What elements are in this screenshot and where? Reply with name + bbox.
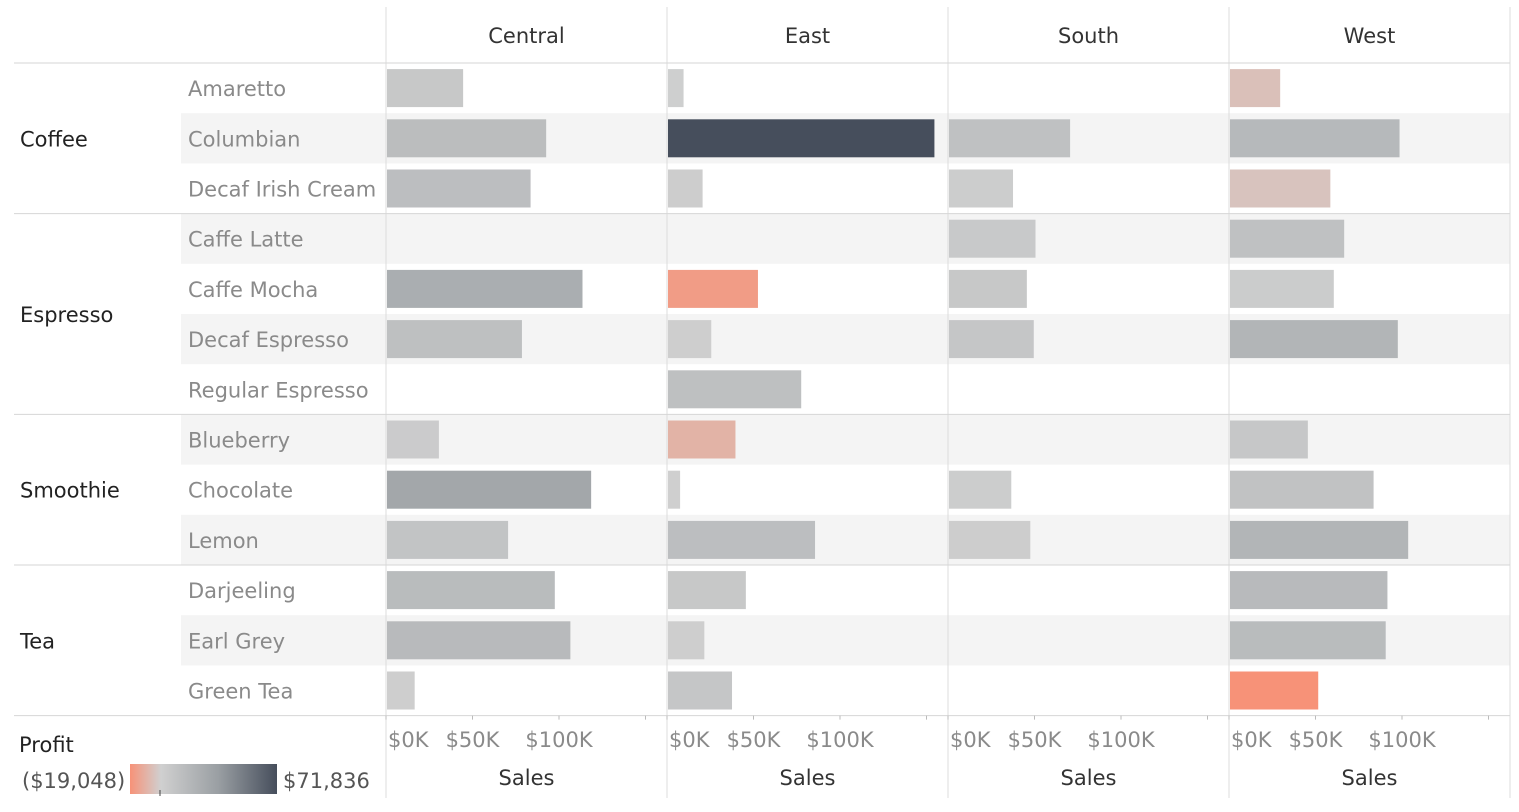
legend-color-ramp (130, 764, 277, 794)
axis-title-east: Sales (780, 766, 836, 790)
bar-east-decaf-espresso (668, 320, 712, 359)
product-label-caffe-mocha: Caffe Mocha (188, 278, 318, 302)
tick-label-central-0k: $0K (388, 728, 430, 752)
bar-south-caffe-mocha (949, 269, 1027, 308)
tick-label-west-0k: $0K (1231, 728, 1273, 752)
category-label-tea: Tea (19, 629, 55, 653)
bar-central-lemon (387, 520, 509, 559)
bar-west-amaretto (1230, 69, 1281, 108)
product-label-earl-grey: Earl Grey (188, 629, 285, 653)
bar-east-blueberry (668, 420, 736, 459)
bar-east-regular-espresso (668, 370, 802, 409)
product-label-green-tea: Green Tea (188, 680, 293, 704)
bar-east-chocolate (668, 470, 681, 509)
product-label-darjeeling: Darjeeling (188, 579, 296, 603)
bar-south-decaf-espresso (949, 320, 1034, 359)
bar-west-caffe-latte (1230, 219, 1345, 258)
product-label-lemon: Lemon (188, 529, 259, 553)
bar-central-decaf-irish-cream (387, 169, 531, 208)
tick-label-south-0k: $0K (950, 728, 992, 752)
product-label-caffe-latte: Caffe Latte (188, 228, 304, 252)
bar-west-darjeeling (1230, 571, 1388, 610)
bar-west-blueberry (1230, 420, 1308, 459)
tick-label-central-50k: $50K (446, 728, 501, 752)
product-label-chocolate: Chocolate (188, 479, 293, 503)
product-label-amaretto: Amaretto (188, 77, 286, 101)
bar-south-chocolate (949, 470, 1012, 509)
bar-east-lemon (668, 520, 816, 559)
tick-label-south-50k: $50K (1008, 728, 1063, 752)
tick-label-south-100k: $100K (1087, 728, 1155, 752)
tick-label-central-100k: $100K (525, 728, 593, 752)
axis-title-central: Sales (499, 766, 555, 790)
bar-south-columbian (949, 119, 1071, 158)
column-header-west: West (1344, 24, 1396, 48)
category-label-coffee: Coffee (20, 127, 88, 151)
category-label-espresso: Espresso (20, 303, 113, 327)
bar-central-blueberry (387, 420, 439, 459)
axis-title-west: Sales (1342, 766, 1398, 790)
axis-title-south: Sales (1061, 766, 1117, 790)
bar-south-decaf-irish-cream (949, 169, 1014, 208)
bar-central-amaretto (387, 69, 464, 108)
bar-central-columbian (387, 119, 547, 158)
category-label-smoothie: Smoothie (20, 479, 120, 503)
bar-west-green-tea (1230, 671, 1319, 710)
column-header-south: South (1058, 24, 1119, 48)
tick-label-east-50k: $50K (727, 728, 782, 752)
product-label-decaf-irish-cream: Decaf Irish Cream (188, 178, 376, 202)
product-label-columbian: Columbian (188, 127, 300, 151)
bar-west-decaf-irish-cream (1230, 169, 1331, 208)
bar-west-decaf-espresso (1230, 320, 1398, 359)
bar-central-decaf-espresso (387, 320, 522, 359)
bar-east-decaf-irish-cream (668, 169, 703, 208)
product-label-decaf-espresso: Decaf Espresso (188, 328, 349, 352)
bar-west-lemon (1230, 520, 1409, 559)
bar-east-earl-grey (668, 621, 705, 660)
bar-east-green-tea (668, 671, 733, 710)
bar-west-earl-grey (1230, 621, 1386, 660)
tick-label-east-0k: $0K (669, 728, 711, 752)
bar-central-chocolate (387, 470, 592, 509)
bar-west-caffe-mocha (1230, 269, 1334, 308)
legend-max-label: $71,836 (283, 769, 370, 793)
product-label-blueberry: Blueberry (188, 429, 290, 453)
bar-west-columbian (1230, 119, 1400, 158)
column-header-east: East (785, 24, 830, 48)
legend-title: Profit (19, 733, 74, 757)
bar-central-darjeeling (387, 571, 555, 610)
tick-label-west-50k: $50K (1289, 728, 1344, 752)
tick-label-west-100k: $100K (1368, 728, 1436, 752)
bar-south-caffe-latte (949, 219, 1036, 258)
bar-east-columbian (668, 119, 935, 158)
row-band (181, 414, 1510, 465)
bar-central-green-tea (387, 671, 415, 710)
bar-south-lemon (949, 520, 1031, 559)
bar-east-darjeeling (668, 571, 746, 610)
bar-central-earl-grey (387, 621, 571, 660)
legend-min-label: ($19,048) (22, 769, 125, 793)
tick-label-east-100k: $100K (806, 728, 874, 752)
bar-central-caffe-mocha (387, 269, 583, 308)
bar-east-amaretto (668, 69, 684, 108)
column-header-central: Central (488, 24, 564, 48)
bar-east-caffe-mocha (668, 269, 758, 308)
product-label-regular-espresso: Regular Espresso (188, 378, 369, 402)
bar-west-chocolate (1230, 470, 1374, 509)
